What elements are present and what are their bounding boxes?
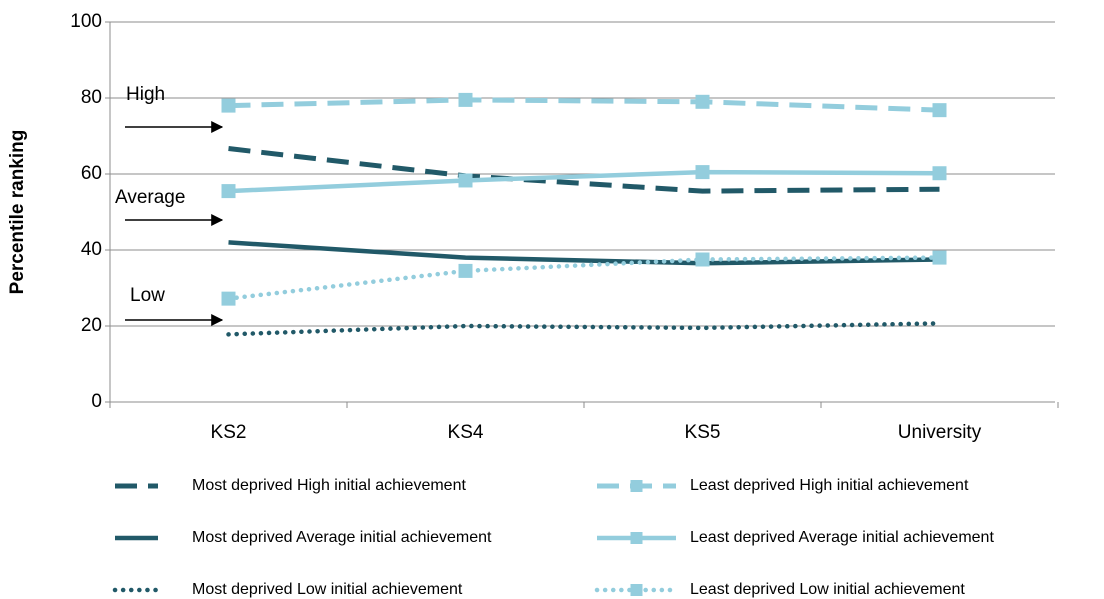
y-tick-label: 0 bbox=[91, 391, 102, 412]
series-marker bbox=[932, 103, 947, 118]
y-tick-label: 100 bbox=[70, 11, 102, 32]
series-marker bbox=[932, 250, 947, 265]
annotation: High bbox=[126, 84, 165, 105]
series-marker bbox=[221, 291, 236, 306]
annotation: Low bbox=[130, 285, 165, 306]
series-marker bbox=[695, 165, 710, 180]
series-marker bbox=[458, 263, 473, 278]
series-marker bbox=[695, 252, 710, 267]
x-tick-label: University bbox=[898, 422, 982, 443]
y-axis-label: Percentile ranking bbox=[7, 130, 28, 295]
series-marker bbox=[458, 173, 473, 188]
series-marker bbox=[932, 166, 947, 181]
series-line bbox=[226, 321, 942, 337]
y-tick-label: 40 bbox=[81, 239, 102, 260]
series-marker bbox=[458, 92, 473, 107]
series-line bbox=[228, 240, 940, 266]
x-tick-label: KS2 bbox=[211, 422, 247, 443]
series-line bbox=[226, 255, 942, 301]
x-tick-label: KS5 bbox=[685, 422, 721, 443]
legend-marker bbox=[630, 584, 643, 596]
x-tick-label: KS4 bbox=[448, 422, 484, 443]
legend-marker bbox=[630, 480, 643, 492]
legend-label: Most deprived Low initial achievement bbox=[192, 581, 463, 598]
series-line bbox=[228, 169, 940, 194]
legend-label: Least deprived Low initial achievement bbox=[690, 581, 965, 598]
y-tick-label: 20 bbox=[81, 315, 102, 336]
legend-label: Least deprived Average initial achieveme… bbox=[690, 529, 994, 546]
y-tick-label: 60 bbox=[81, 163, 102, 184]
legend-marker bbox=[630, 532, 643, 544]
series-marker bbox=[221, 98, 236, 113]
series-marker bbox=[221, 184, 236, 199]
legend-label: Most deprived Average initial achievemen… bbox=[192, 529, 492, 546]
legend-label: Least deprived High initial achievement bbox=[690, 477, 969, 494]
series-marker bbox=[695, 94, 710, 109]
annotation: Average bbox=[115, 187, 185, 208]
y-tick-label: 80 bbox=[81, 87, 102, 108]
series-line bbox=[228, 146, 940, 194]
series-line bbox=[228, 97, 940, 113]
legend-label: Most deprived High initial achievement bbox=[192, 477, 466, 494]
